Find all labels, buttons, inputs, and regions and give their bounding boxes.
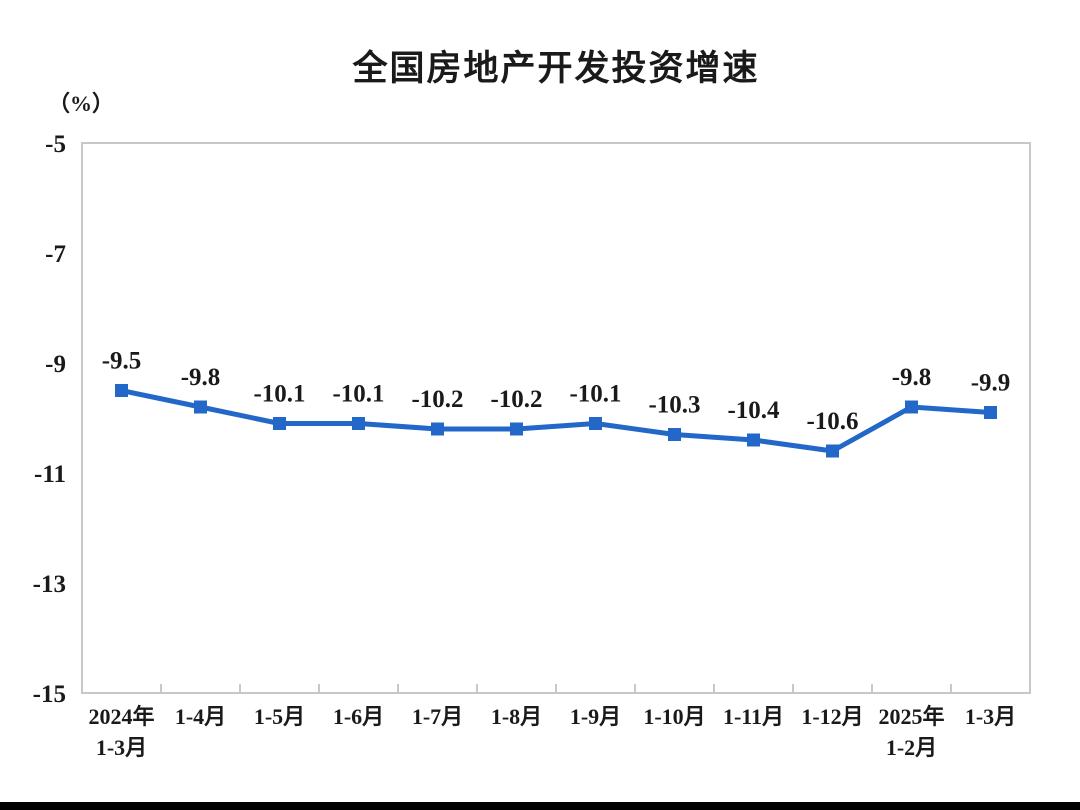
data-point-label: -9.5: [102, 348, 142, 375]
data-point-marker: [826, 444, 839, 458]
x-axis-tick-label: 1-5月: [254, 704, 305, 729]
data-point-label: -9.8: [892, 364, 932, 391]
y-axis-unit-label: （%）: [48, 91, 115, 116]
x-axis-tick-label: 1-4月: [175, 704, 226, 729]
data-point-label: -10.2: [490, 386, 542, 413]
data-point-label: -10.2: [411, 386, 463, 413]
data-point-marker: [984, 406, 997, 419]
data-point-marker: [273, 417, 286, 430]
data-point-marker: [510, 422, 523, 436]
data-point-marker: [431, 422, 444, 436]
x-axis-tick-label: 2025年 1-2月: [878, 704, 944, 760]
x-axis-tick-label: 1-7月: [412, 704, 463, 729]
y-axis-tick-label: -5: [45, 131, 66, 158]
y-axis-tick-label: -15: [33, 681, 66, 708]
data-point-marker: [668, 428, 681, 441]
y-axis-tick-label: -9: [45, 351, 66, 378]
x-axis-tick-label: 2024年 1-3月: [88, 704, 154, 760]
data-point-label: -10.3: [648, 392, 700, 419]
x-axis-tick-label: 1-10月: [643, 704, 705, 729]
x-axis-tick-label: 1-11月: [723, 704, 784, 729]
x-axis-tick-label: 1-8月: [491, 704, 542, 729]
y-axis-tick-label: -7: [45, 241, 66, 268]
x-axis-tick-label: 1-9月: [570, 704, 621, 729]
y-axis-tick-label: -11: [34, 461, 66, 488]
data-point-marker: [194, 400, 207, 414]
y-axis-tick-label: -13: [33, 571, 66, 598]
data-point-marker: [115, 384, 128, 397]
data-point-label: -10.4: [727, 397, 780, 424]
data-point-label: -10.1: [253, 381, 305, 408]
data-point-label: -10.6: [806, 408, 858, 435]
data-point-label: -10.1: [569, 381, 621, 408]
data-point-marker: [905, 400, 918, 414]
data-point-label: -9.9: [971, 370, 1011, 397]
bottom-divider: [0, 802, 1080, 810]
data-point-marker: [352, 417, 365, 430]
x-axis-tick-label: 1-12月: [801, 704, 863, 729]
chart-title: 全国房地产开发投资增速: [352, 49, 760, 88]
data-series-line: [120, 388, 991, 454]
data-point-label: -10.1: [332, 381, 384, 408]
x-axis-tick-label: 1-6月: [333, 704, 384, 729]
x-axis-tick-label: 1-3月: [965, 704, 1016, 729]
data-point-label: -9.8: [181, 364, 221, 391]
data-point-marker: [747, 433, 760, 447]
data-point-marker: [589, 417, 602, 430]
